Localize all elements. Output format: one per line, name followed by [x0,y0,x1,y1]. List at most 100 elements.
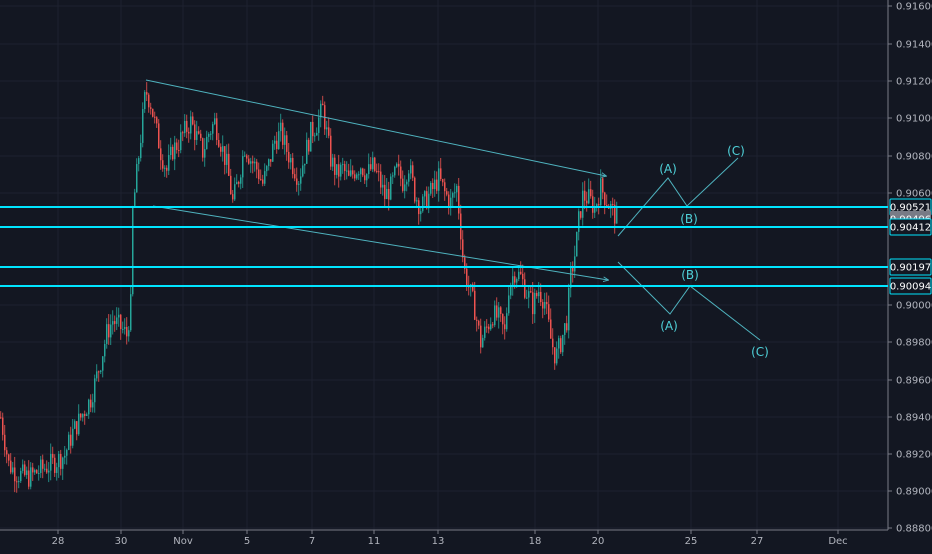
wave-path-bearish[interactable] [617,261,761,341]
candle-body [40,459,42,473]
x-tick-label: Nov [173,536,193,547]
candle-body [196,131,198,140]
candle-body [292,157,294,175]
y-tick-label: 0.88800 [896,524,932,535]
candle-body [430,182,432,194]
candle-body [398,163,400,167]
candle-body [594,206,596,213]
candle-body [332,157,334,167]
candle-body [574,256,576,272]
candle-body [496,305,498,318]
candle-body [244,155,246,157]
candle-body [136,163,138,193]
candle-body [322,103,324,106]
candle-body [20,470,22,482]
candle-body [548,304,550,320]
candle-body [66,449,68,456]
candle-body [362,168,364,176]
candle-body [358,174,360,176]
candle-body [456,185,458,193]
candle-body [32,467,34,473]
candle-body [238,182,240,184]
candle-body [388,189,390,200]
candle-body [62,457,64,469]
candle-body [4,434,6,451]
candle-body [310,121,312,152]
candle-body [374,157,376,171]
candle-body [426,191,428,209]
candle-body [280,122,282,132]
candle-body [598,204,600,206]
candle-body [230,175,232,195]
candle-body [266,166,268,172]
candle-body [354,174,356,179]
candle-body [534,292,536,315]
candle-body [234,184,236,200]
candle-body [350,170,352,176]
candle-body [186,120,188,132]
candle-body [416,200,418,202]
candle-body [330,135,332,167]
candle-body [436,179,438,191]
candle-body [74,421,76,429]
candle-body [236,182,238,185]
candle-body [580,211,582,218]
candle-body [202,138,204,158]
candle-body [80,413,82,418]
candle-body [240,177,242,184]
candle-body [382,184,384,188]
candle-body [532,292,534,315]
candle-body [258,169,260,180]
candle-body [218,140,220,147]
candle-body [308,139,310,152]
candle-body [226,153,228,165]
candle-body [500,307,502,314]
candle-body [552,338,554,348]
candle-body [554,347,556,364]
candle-body [504,324,506,330]
candle-body [336,164,338,175]
candle-body [188,131,190,134]
candle-body [484,326,486,338]
candle-body [262,179,264,184]
level-price-tag [889,258,932,276]
candle-body [48,470,50,473]
candle-body [108,324,110,338]
x-tick-label: 28 [52,536,65,547]
candle-body [542,302,544,309]
candle-body [614,204,616,224]
candle-body [406,181,408,185]
candle-body [268,159,270,167]
channel-upper-line[interactable] [145,79,606,176]
wave-label-upper: (A) [659,162,677,176]
candle-body [294,174,296,179]
candle-body [508,295,510,314]
x-tick-label: 5 [244,536,250,547]
candle-body [282,122,284,145]
candle-body [514,276,516,283]
candle-body [264,171,266,184]
candle-body [138,158,140,164]
candle-body [372,157,374,170]
channel-lower-line[interactable] [152,205,608,280]
candle-body [570,267,572,288]
candle-body [224,146,226,165]
candle-body [298,183,300,185]
candle-body [42,459,44,469]
candle-body [452,193,454,198]
candle-body [344,164,346,172]
candle-body [386,189,388,200]
candle-body [220,146,222,152]
candle-body [154,116,156,118]
wave-path-bullish[interactable] [617,157,739,237]
candle-body [140,142,142,159]
candle-body [222,146,224,152]
candle-body [616,206,618,224]
candle-body [318,117,320,133]
